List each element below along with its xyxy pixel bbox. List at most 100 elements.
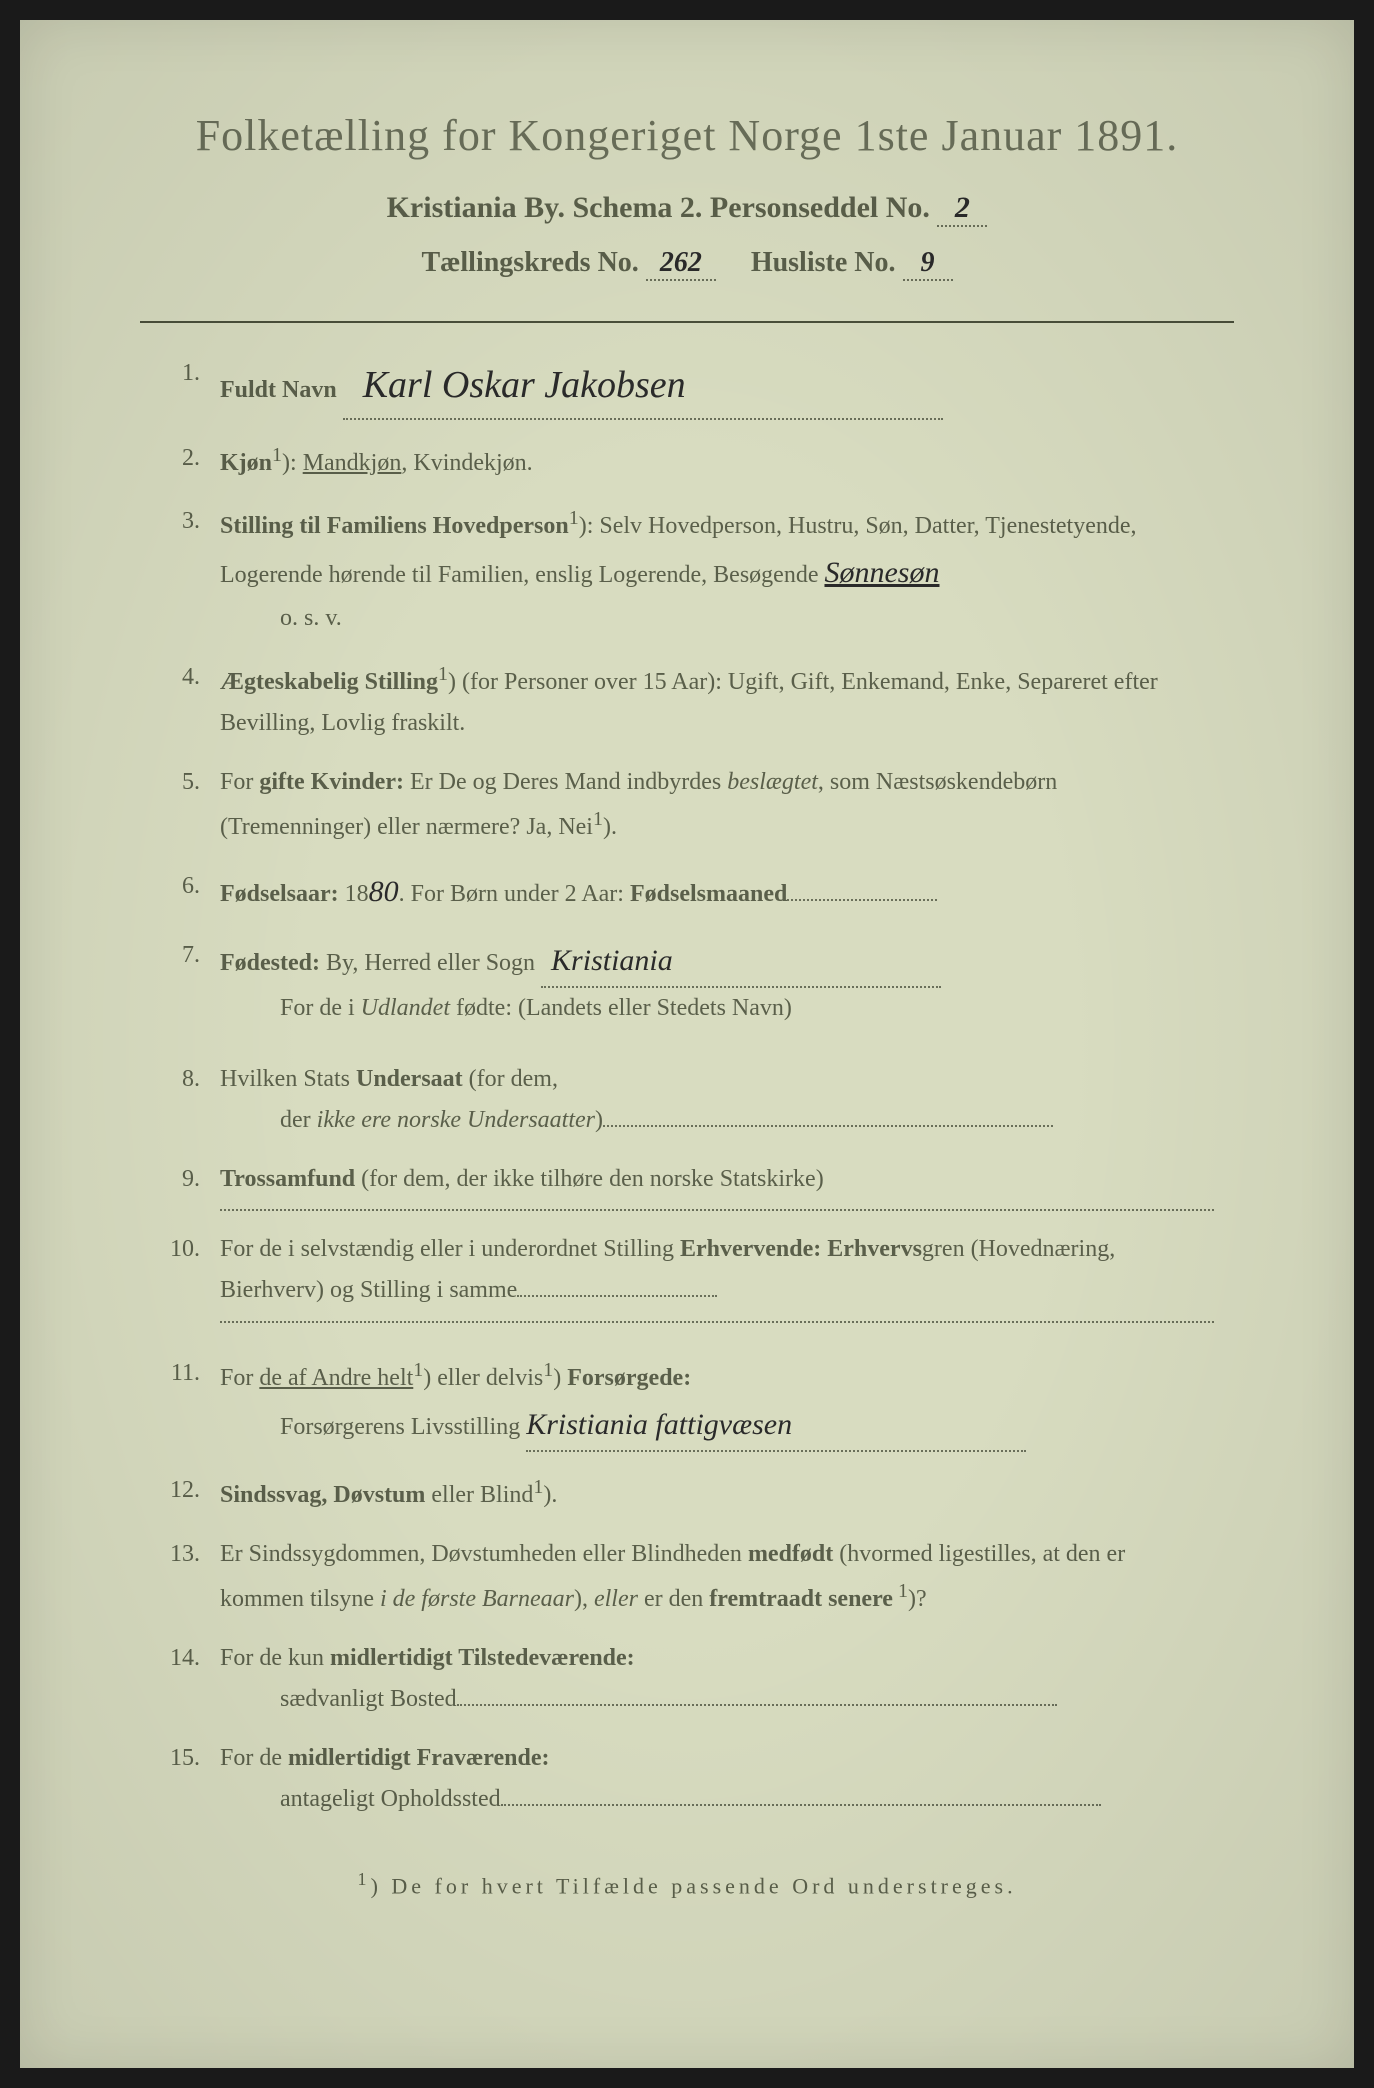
entry-num-14: 14. <box>160 1638 220 1720</box>
entry-15: 15. For de midlertidigt Fraværende: anta… <box>160 1738 1214 1820</box>
subtitle-line-1: Kristiania By. Schema 2. Personseddel No… <box>140 191 1234 227</box>
footnote: 1) De for hvert Tilfælde passende Ord un… <box>140 1869 1234 1899</box>
entry-body-10: For de i selvstændig eller i underordnet… <box>220 1229 1214 1323</box>
entry-body-15: For de midlertidigt Fraværende: antageli… <box>220 1738 1214 1820</box>
entry-body-13: Er Sindssygdommen, Døvstumheden eller Bl… <box>220 1534 1214 1621</box>
label-tilstedevaerende: midlertidigt Tilstedeværende: <box>330 1645 635 1671</box>
entry-num-8: 8. <box>160 1059 220 1141</box>
birth-month-blank <box>787 899 937 901</box>
text-10a: For de i selvstændig eller i underordnet… <box>220 1236 680 1262</box>
sup-4: 1 <box>438 663 448 685</box>
text-3b: o. s. v. <box>220 598 1214 639</box>
text-14a: For de kun <box>220 1645 330 1671</box>
text-7c: fødte: (Landets eller Stedets Navn) <box>450 995 792 1021</box>
occupation-blank-2 <box>220 1321 1214 1323</box>
label-trossamfund: Trossamfund <box>220 1166 355 1192</box>
entry-num-15: 15. <box>160 1738 220 1820</box>
text-13a: Er Sindssygdommen, Døvstumheden eller Bl… <box>220 1541 748 1567</box>
label-erhvervende: Erhvervende: Erhvervs <box>680 1236 922 1262</box>
text-11b: ) eller delvis <box>423 1365 543 1391</box>
line-14b: sædvanligt Bosted <box>220 1679 1214 1720</box>
occupation-blank-1 <box>517 1295 717 1297</box>
religion-blank <box>220 1209 1214 1211</box>
text-8b: (for dem, <box>463 1066 558 1092</box>
husliste-number: 9 <box>903 247 953 281</box>
entry-body-2: Kjøn1): Mandkjøn, Kvindekjøn. <box>220 438 1214 484</box>
entry-4: 4. Ægteskabelig Stilling1) (for Personer… <box>160 657 1214 744</box>
entry-body-9: Trossamfund (for dem, der ikke tilhøre d… <box>220 1159 1214 1212</box>
entry-num-9: 9. <box>160 1159 220 1212</box>
entry-num-2: 2. <box>160 438 220 484</box>
label-fravaerende: midlertidigt Fraværende: <box>288 1745 550 1771</box>
italic-13a: i de første Barneaar <box>380 1586 574 1612</box>
entry-num-13: 13. <box>160 1534 220 1621</box>
entry-2: 2. Kjøn1): Mandkjøn, Kvindekjøn. <box>160 438 1214 484</box>
text-12b: ). <box>543 1482 557 1508</box>
entry-body-12: Sindssvag, Døvstum eller Blind1). <box>220 1470 1214 1516</box>
header-divider <box>140 321 1234 323</box>
text-15a: For de <box>220 1745 288 1771</box>
husliste-label: Husliste No. <box>751 247 896 278</box>
entry-7: 7. Fødested: By, Herred eller Sogn Krist… <box>160 935 1214 1029</box>
year-prefix: 18 <box>339 881 369 907</box>
label-kjon: Kjøn <box>220 450 272 476</box>
sup-3: 1 <box>569 507 579 529</box>
entry-body-6: Fødselsaar: 1880. For Børn under 2 Aar: … <box>220 866 1214 917</box>
line-11b: Forsørgerens Livsstilling Kristiania fat… <box>220 1399 1214 1452</box>
form-entries: 1. Fuldt Navn Karl Oskar Jakobsen 2. Kjø… <box>140 353 1234 1819</box>
entry-num-5: 5. <box>160 762 220 849</box>
sup-12: 1 <box>533 1476 543 1498</box>
line-15b: antageligt Opholdssted <box>220 1779 1214 1820</box>
sup-2: 1 <box>272 444 282 466</box>
label-stilling: Stilling til Familiens Hovedperson <box>220 513 569 539</box>
italic-7: Udlandet <box>361 995 450 1021</box>
birthplace-value: Kristiania <box>541 935 941 988</box>
text-5a: Er De og Deres Mand indbyrdes <box>404 769 727 795</box>
italic-13b: eller <box>594 1586 638 1612</box>
entry-8: 8. Hvilken Stats Undersaat (for dem, der… <box>160 1059 1214 1141</box>
entry-num-1: 1. <box>160 353 220 420</box>
kreds-number: 262 <box>646 247 716 281</box>
underline-11: de af Andre helt <box>259 1365 413 1391</box>
whereabouts-blank <box>501 1804 1101 1806</box>
label-sindssvag: Sindssvag, Døvstum <box>220 1482 425 1508</box>
entry-body-5: For gifte Kvinder: Er De og Deres Mand i… <box>220 762 1214 849</box>
entry-9: 9. Trossamfund (for dem, der ikke tilhør… <box>160 1159 1214 1212</box>
text-8c: der <box>280 1107 317 1133</box>
text-13e: )? <box>908 1586 927 1612</box>
sup-13: 1 <box>893 1580 908 1602</box>
kvindekjon: Kvindekjøn. <box>413 450 532 476</box>
entry-1: 1. Fuldt Navn Karl Oskar Jakobsen <box>160 353 1214 420</box>
entry-12: 12. Sindssvag, Døvstum eller Blind1). <box>160 1470 1214 1516</box>
entry-num-10: 10. <box>160 1229 220 1323</box>
birth-year-value: 80 <box>369 875 399 908</box>
entry-14: 14. For de kun midlertidigt Tilstedevære… <box>160 1638 1214 1720</box>
subtitle-line-2: Tællingskreds No. 262 Husliste No. 9 <box>140 247 1234 281</box>
text-8a: Hvilken Stats <box>220 1066 356 1092</box>
entry-num-3: 3. <box>160 501 220 639</box>
text-2a: ): <box>282 450 303 476</box>
text-11a: For <box>220 1365 259 1391</box>
label-fodselsaar: Fødselsaar: <box>220 881 339 907</box>
entry-num-6: 6. <box>160 866 220 917</box>
prefix-5: For <box>220 769 259 795</box>
text-7b: For de i <box>280 995 361 1021</box>
provider-value: Kristiania fattigvæsen <box>526 1399 1026 1452</box>
label-undersaat: Undersaat <box>356 1066 463 1092</box>
relation-value: Sønnesøn <box>824 556 939 589</box>
census-form-page: Folketælling for Kongeriget Norge 1ste J… <box>20 20 1354 2068</box>
italic-8: ikke ere norske Undersaatter <box>317 1107 595 1133</box>
sup-11a: 1 <box>413 1359 423 1381</box>
footnote-sup: 1 <box>357 1869 370 1889</box>
entry-11: 11. For de af Andre helt1) eller delvis1… <box>160 1353 1214 1452</box>
line-7b: For de i Udlandet fødte: (Landets eller … <box>220 988 1214 1029</box>
footnote-text: ) De for hvert Tilfælde passende Ord und… <box>371 1874 1017 1899</box>
label-gifte: gifte Kvinder: <box>259 769 404 795</box>
entry-body-7: Fødested: By, Herred eller Sogn Kristian… <box>220 935 1214 1029</box>
entry-body-4: Ægteskabelig Stilling1) (for Personer ov… <box>220 657 1214 744</box>
entry-num-4: 4. <box>160 657 220 744</box>
entry-body-8: Hvilken Stats Undersaat (for dem, der ik… <box>220 1059 1214 1141</box>
kreds-label: Tællingskreds No. <box>421 247 638 278</box>
entry-3: 3. Stilling til Familiens Hovedperson1):… <box>160 501 1214 639</box>
entry-6: 6. Fødselsaar: 1880. For Børn under 2 Aa… <box>160 866 1214 917</box>
